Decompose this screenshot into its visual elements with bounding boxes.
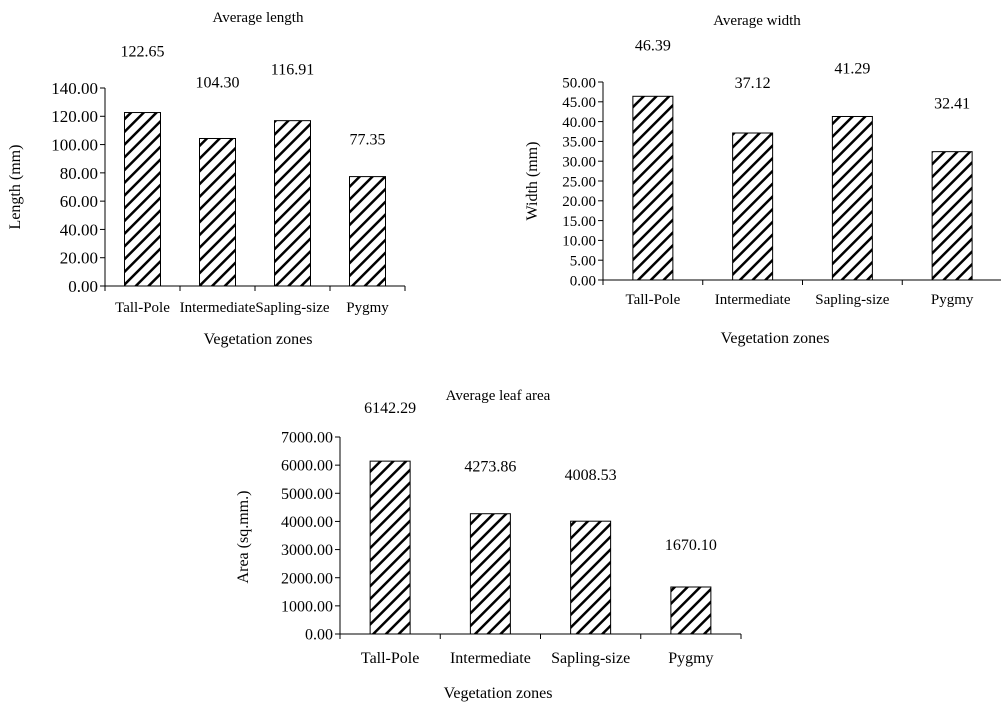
chart-title: Average length — [213, 10, 304, 26]
y-axis-title: Area (sq.mm.) — [235, 491, 252, 584]
bar-sapling-size — [831, 115, 873, 281]
y-tick-label: 35.00 — [562, 135, 596, 151]
chart-title: Average width — [713, 13, 801, 29]
x-tick-label: Pygmy — [346, 300, 389, 316]
y-tick-label: 25.00 — [562, 174, 596, 190]
y-tick-label: 4000.00 — [281, 514, 333, 531]
bar-pygmy — [349, 176, 386, 287]
y-tick-label: 50.00 — [562, 75, 596, 91]
y-tick-label: 5000.00 — [281, 486, 333, 503]
y-tick-label: 120.00 — [51, 107, 98, 126]
chart-area: Average leaf area 0.00 1000.00 2000.00 3000.… — [235, 388, 742, 702]
y-tick-label: 45.00 — [562, 95, 596, 111]
data-label: 122.65 — [121, 44, 165, 61]
chart-width: Average width 0.00 5.00 10.00 15.00 20.00 25.0… — [524, 13, 1001, 347]
x-tick-label: Intermediate — [715, 292, 791, 308]
y-tick-label: 30.00 — [562, 154, 596, 170]
x-tick-label: Intermediate — [180, 300, 256, 316]
data-label: 104.30 — [196, 74, 240, 91]
chart-title: Average leaf area — [446, 388, 551, 404]
bar-pygmy — [670, 586, 712, 635]
x-axis-title: Vegetation zones — [204, 331, 313, 348]
y-tick-label: 60.00 — [60, 192, 98, 211]
data-label: 116.91 — [271, 62, 314, 79]
x-axis-title: Vegetation zones — [721, 330, 830, 347]
y-tick-label: 15.00 — [562, 214, 596, 230]
bar-tall-pole — [124, 112, 161, 287]
y-tick-label: 0.00 — [305, 627, 333, 644]
x-tick-label: Tall-Pole — [361, 650, 419, 667]
x-tick-label: Sapling-size — [551, 650, 630, 667]
x-tick-label: Pygmy — [931, 292, 974, 308]
y-tick-label: 5.00 — [570, 253, 596, 269]
data-label: 37.12 — [735, 75, 771, 92]
data-label: 4273.86 — [464, 459, 516, 476]
y-tick-label: 1000.00 — [281, 598, 333, 615]
y-tick-label: 40.00 — [562, 115, 596, 131]
y-tick-label: 0.00 — [68, 277, 98, 296]
data-label: 32.41 — [934, 96, 970, 113]
charts-root: Average length 0.00 20.00 40.00 60.00 80.00 10… — [7, 10, 1001, 702]
y-tick-label: 3000.00 — [281, 542, 333, 559]
chart-length: Average length 0.00 20.00 40.00 60.00 80.00 10… — [7, 10, 406, 348]
bar-tall-pole — [632, 95, 674, 281]
data-label: 41.29 — [834, 60, 870, 77]
y-tick-label: 100.00 — [51, 136, 98, 155]
x-tick-label: Sapling-size — [255, 300, 329, 316]
x-tick-label: Pygmy — [668, 650, 713, 667]
bar-sapling-size — [570, 520, 612, 635]
bar-pygmy — [931, 151, 973, 281]
data-label: 46.39 — [635, 37, 671, 54]
x-tick-label: Tall-Pole — [625, 292, 680, 308]
y-tick-label: 20.00 — [60, 249, 98, 268]
y-tick-label: 0.00 — [570, 273, 596, 289]
y-axis-title: Length (mm) — [7, 145, 24, 230]
x-tick-label: Tall-Pole — [115, 300, 170, 316]
y-tick-label: 140.00 — [51, 79, 98, 98]
data-label: 77.35 — [350, 132, 386, 149]
bar-intermediate — [469, 513, 511, 635]
y-tick-label: 80.00 — [60, 164, 98, 183]
y-axis-title: Width (mm) — [524, 142, 541, 221]
x-tick-label: Sapling-size — [815, 292, 889, 308]
y-tick-label: 40.00 — [60, 220, 98, 239]
y-tick-label: 7000.00 — [281, 430, 333, 447]
data-label: 6142.29 — [364, 400, 416, 417]
data-label: 1670.10 — [665, 537, 717, 554]
x-tick-label: Intermediate — [450, 650, 531, 667]
bar-intermediate — [732, 132, 774, 281]
x-axis-title: Vegetation zones — [444, 685, 553, 702]
y-tick-label: 20.00 — [562, 194, 596, 210]
bar-intermediate — [199, 137, 236, 287]
data-label: 4008.53 — [565, 467, 617, 484]
y-tick-label: 10.00 — [562, 234, 596, 250]
y-tick-label: 6000.00 — [281, 458, 333, 475]
y-tick-label: 2000.00 — [281, 570, 333, 587]
bar-sapling-size — [274, 120, 311, 287]
bar-tall-pole — [369, 460, 411, 635]
